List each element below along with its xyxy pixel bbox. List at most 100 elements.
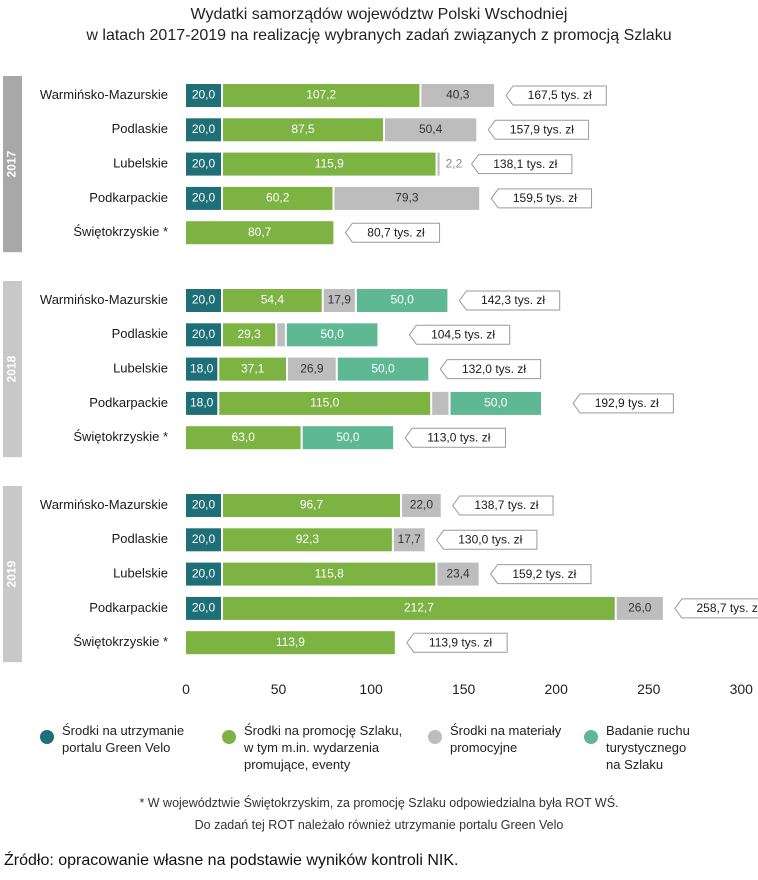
bar-segment-portal bbox=[186, 494, 222, 517]
chart-subtitle: w latach 2017-2019 na realizację wybrany… bbox=[86, 27, 672, 44]
bar-segment-promocja bbox=[223, 186, 333, 210]
bar-segment-promocja bbox=[223, 84, 420, 107]
total-callout bbox=[458, 290, 561, 311]
bar-segment-portal bbox=[186, 289, 222, 312]
legend-label: Środki na materiały promocyjne bbox=[450, 722, 561, 756]
total-label: 157,9 tys. zł bbox=[510, 122, 574, 136]
data-label: 20,0 bbox=[192, 88, 216, 102]
legend: Środki na utrzymanie portalu Green Velo Śr… bbox=[0, 722, 758, 782]
bar-segment-portal bbox=[186, 596, 222, 620]
legend-label-line: turystycznego bbox=[606, 740, 687, 755]
total-callout bbox=[344, 222, 441, 243]
data-label: 60,2 bbox=[266, 191, 290, 205]
data-label: 23,4 bbox=[446, 566, 470, 580]
data-label: 20,0 bbox=[192, 566, 216, 580]
total-label: 159,2 tys. zł bbox=[512, 567, 576, 581]
legend-swatch bbox=[428, 730, 442, 744]
total-label: 113,9 tys. zł bbox=[429, 635, 492, 649]
bar-segment-promocja bbox=[223, 494, 401, 517]
legend-label: Środki na promocję Szlaku, w tym m.in. wy… bbox=[244, 722, 402, 773]
year-label: 2018 bbox=[5, 355, 19, 382]
data-label: 2,2 bbox=[446, 156, 463, 170]
bar-segment-promocja bbox=[223, 562, 436, 586]
data-label: 115,9 bbox=[315, 156, 344, 170]
stacked-bar-chart: 0 50 100 150 200 250 300 2017 Warmińsko-Mazurski… bbox=[3, 76, 758, 697]
bar-segment-materialy bbox=[432, 391, 449, 415]
data-label: 22,0 bbox=[410, 498, 434, 512]
year-label: 2017 bbox=[5, 150, 19, 177]
total-label: 258,7 tys. zł bbox=[696, 601, 758, 615]
legend-item-materialy: Środki na materiały promocyjne bbox=[428, 722, 561, 756]
total-callout bbox=[452, 495, 554, 516]
bar-segment-materialy bbox=[437, 562, 479, 586]
legend-swatch bbox=[40, 730, 54, 744]
bar-segment-materialy bbox=[384, 118, 477, 142]
total-callout bbox=[406, 632, 508, 653]
footnote-line-1: * W województwie Świętokrzyskim, za prom… bbox=[139, 796, 619, 810]
bar-segment-materialy bbox=[437, 152, 440, 176]
data-label: 29,3 bbox=[237, 327, 261, 341]
data-label: 92,3 bbox=[296, 532, 320, 546]
legend-swatch bbox=[584, 730, 598, 744]
bar-segment-materialy bbox=[287, 357, 336, 381]
data-label: 113,9 bbox=[276, 635, 305, 649]
total-callout bbox=[436, 529, 538, 550]
data-label: 20,0 bbox=[192, 498, 216, 512]
bar-segment-promocja bbox=[223, 152, 436, 176]
total-label: 130,0 tys. zł bbox=[458, 532, 522, 546]
bar-segment-badanie bbox=[286, 323, 378, 347]
data-label: 20,0 bbox=[192, 122, 216, 136]
data-label: 115,0 bbox=[310, 396, 339, 410]
data-label: 79,3 bbox=[395, 191, 419, 205]
data-label: 50,0 bbox=[390, 293, 414, 307]
data-label: 80,7 bbox=[248, 225, 272, 239]
legend-label-line: Środki na materiały bbox=[450, 723, 562, 738]
year-band bbox=[3, 76, 22, 253]
data-label: 20,0 bbox=[192, 293, 216, 307]
total-callout bbox=[674, 598, 758, 619]
bar-segment-badanie bbox=[356, 289, 448, 312]
x-tick-label: 100 bbox=[359, 681, 383, 697]
category-label: Świętokrzyskie * bbox=[73, 634, 168, 649]
footnote-line-2: Do zadań tej ROT należało również utrzym… bbox=[194, 818, 564, 832]
bar-segment-promocja bbox=[186, 221, 334, 245]
category-label: Warmińsko-Mazurskie bbox=[40, 497, 168, 512]
bar-segment-promocja bbox=[219, 391, 431, 415]
total-callout bbox=[439, 359, 542, 380]
legend-label-line: Badanie ruchu bbox=[606, 723, 690, 738]
bar-segment-promocja bbox=[223, 118, 383, 142]
data-label: 40,3 bbox=[446, 88, 470, 102]
legend-item-promocja: Środki na promocję Szlaku, w tym m.in. wy… bbox=[222, 722, 402, 773]
category-label: Lubelskie bbox=[113, 566, 168, 581]
bar-segment-materialy bbox=[393, 528, 425, 552]
total-label: 167,5 tys. zł bbox=[528, 88, 592, 102]
bar-segment-materialy bbox=[616, 596, 663, 620]
bar-segment-portal bbox=[186, 84, 222, 107]
total-callout bbox=[471, 154, 573, 175]
bar-segment-portal bbox=[186, 186, 222, 210]
legend-item-portal: Środki na utrzymanie portalu Green Velo bbox=[40, 722, 184, 756]
bar-segment-portal bbox=[186, 323, 222, 347]
bar-segment-materialy bbox=[402, 494, 441, 517]
legend-label-line: na Szlaku bbox=[606, 757, 664, 772]
category-label: Podlaskie bbox=[112, 326, 168, 341]
bar-segment-materialy bbox=[334, 186, 480, 210]
data-label: 17,7 bbox=[398, 532, 422, 546]
category-label: Lubelskie bbox=[113, 156, 168, 171]
legend-label-line: promocyjne bbox=[450, 740, 518, 755]
legend-label-line: w tym m.in. wydarzenia bbox=[244, 740, 380, 755]
legend-label-line: promujące, eventy bbox=[244, 757, 351, 772]
total-label: 138,1 tys. zł bbox=[493, 157, 557, 171]
total-label: 132,0 tys. zł bbox=[462, 362, 526, 376]
data-label: 212,7 bbox=[404, 601, 434, 615]
bar-segment-promocja bbox=[186, 426, 301, 450]
total-callout bbox=[487, 119, 590, 140]
data-label: 87,5 bbox=[291, 122, 315, 136]
data-label: 26,9 bbox=[300, 361, 324, 375]
x-tick-label: 200 bbox=[545, 681, 569, 697]
data-label: 17,9 bbox=[328, 293, 352, 307]
bar-segment-portal bbox=[186, 391, 218, 415]
legend-item-badanie: Badanie ruchu turystycznego na Szlaku bbox=[584, 722, 690, 773]
bar-segment-materialy bbox=[277, 323, 285, 347]
bar-segment-promocja bbox=[223, 596, 615, 620]
